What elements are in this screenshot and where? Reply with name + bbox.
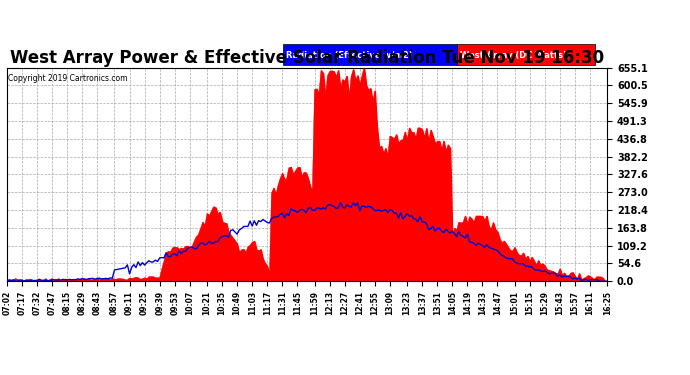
Bar: [283, 44, 457, 65]
Text: West Array (DC Watts): West Array (DC Watts): [460, 51, 567, 60]
Text: Radiation (Effective w/m2): Radiation (Effective w/m2): [286, 51, 413, 60]
Title: West Array Power & Effective Solar Radiation Tue Nov 19 16:30: West Array Power & Effective Solar Radia…: [10, 50, 604, 68]
Text: Copyright 2019 Cartronics.com: Copyright 2019 Cartronics.com: [8, 74, 127, 83]
Bar: [457, 44, 595, 65]
